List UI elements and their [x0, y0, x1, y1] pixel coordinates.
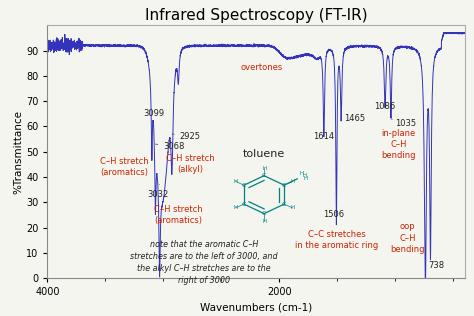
Y-axis label: %Transmittance: %Transmittance: [13, 110, 23, 194]
Text: C–H stretch
(alkyl): C–H stretch (alkyl): [165, 154, 214, 174]
Text: 3068: 3068: [155, 142, 185, 151]
X-axis label: Wavenumbers (cm-1): Wavenumbers (cm-1): [200, 303, 312, 313]
Text: C–H stretch
(aromatics): C–H stretch (aromatics): [100, 157, 148, 177]
Text: H: H: [262, 219, 266, 224]
Text: toluene: toluene: [243, 149, 285, 159]
Text: H: H: [303, 176, 307, 181]
Text: H: H: [262, 166, 266, 171]
Text: H: H: [233, 205, 237, 210]
Text: H: H: [302, 173, 306, 178]
Text: 1086: 1086: [374, 101, 396, 111]
Text: 1506: 1506: [323, 210, 344, 219]
Text: H: H: [291, 205, 295, 210]
Text: 3032: 3032: [147, 185, 168, 199]
Text: C: C: [242, 202, 246, 207]
Text: H: H: [233, 179, 237, 184]
Text: C: C: [282, 183, 286, 188]
Title: Infrared Spectroscopy (FT-IR): Infrared Spectroscopy (FT-IR): [145, 8, 367, 23]
Text: oop
C–H
bending: oop C–H bending: [391, 222, 425, 254]
Text: C: C: [242, 183, 246, 188]
Text: 1465: 1465: [341, 114, 365, 123]
Text: C–C stretches
in the aromatic ring: C–C stretches in the aromatic ring: [295, 230, 379, 250]
Text: 1614: 1614: [313, 129, 335, 141]
Text: overtones: overtones: [241, 63, 283, 72]
Text: 738: 738: [425, 260, 445, 270]
Text: note that the aromatic C–H
stretches are to the left of 3000, and
the alkyl C–H : note that the aromatic C–H stretches are…: [130, 240, 278, 285]
Text: 2925: 2925: [172, 132, 201, 141]
Text: C: C: [262, 173, 266, 178]
Text: 3099: 3099: [144, 109, 164, 118]
Text: C–H stretch
(aromatics): C–H stretch (aromatics): [154, 205, 203, 225]
Text: H: H: [291, 179, 295, 184]
Text: C: C: [262, 211, 266, 216]
Text: C: C: [282, 202, 286, 207]
Text: H: H: [300, 171, 303, 176]
Text: 1035: 1035: [391, 119, 416, 128]
Text: in-plane
C–H
bending: in-plane C–H bending: [381, 129, 416, 160]
